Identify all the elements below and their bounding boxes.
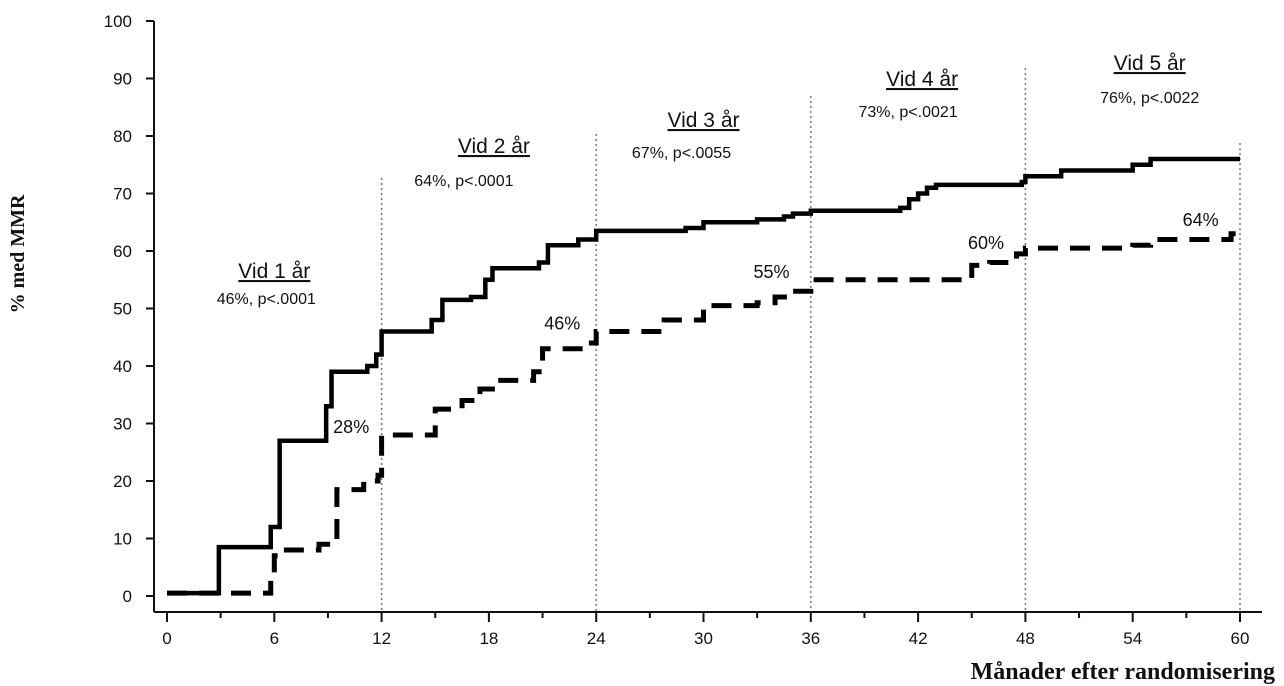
y-tick-label: 60	[113, 242, 132, 261]
dashed-series-label: 46%	[544, 314, 580, 334]
x-tick-label: 42	[909, 629, 928, 648]
solid-series-line	[167, 156, 1240, 596]
period-title: Vid 3 år	[668, 109, 740, 132]
dashed-series-label: 64%	[1183, 210, 1219, 230]
period-stat: 73%, p<.0021	[858, 104, 957, 121]
axes	[153, 21, 1262, 613]
y-axis-ticks: 0 10 20 30 40 50 60 70 80 90 100	[104, 12, 154, 606]
x-axis-ticks: 0 6 12 18 24 30 36 42 48 54 60	[162, 612, 1249, 648]
y-tick-label: 30	[113, 415, 132, 434]
x-tick-label: 0	[162, 629, 171, 648]
period-title: Vid 5 år	[1114, 52, 1186, 75]
period-title: Vid 4 år	[886, 68, 958, 91]
x-axis-title: Månader efter randomisering	[971, 659, 1275, 685]
y-tick-label: 10	[113, 530, 132, 549]
x-tick-label: 12	[372, 629, 391, 648]
y-tick-label: 40	[113, 357, 132, 376]
x-tick-label: 36	[801, 629, 820, 648]
series-lines	[167, 156, 1243, 596]
x-tick-label: 6	[270, 629, 279, 648]
dashed-series-label: 28%	[333, 417, 369, 437]
y-tick-label: 0	[123, 587, 132, 606]
y-tick-label: 20	[113, 472, 132, 491]
x-tick-label: 24	[587, 629, 606, 648]
period-title: Vid 1 år	[238, 260, 310, 283]
vertical-gridlines	[380, 68, 1241, 612]
period-stat: 46%, p<.0001	[217, 291, 316, 308]
y-tick-label: 70	[113, 185, 132, 204]
dashed-series-label: 60%	[968, 233, 1004, 253]
period-stat: 64%, p<.0001	[414, 173, 513, 190]
y-tick-label: 90	[113, 70, 132, 89]
x-tick-label: 18	[479, 629, 498, 648]
period-stat: 76%, p<.0022	[1100, 90, 1199, 107]
y-tick-label: 50	[113, 300, 132, 319]
period-stat: 67%, p<.0055	[632, 145, 731, 162]
y-tick-label: 100	[104, 12, 132, 31]
y-axis-title: % med MMR	[7, 194, 29, 313]
y-tick-label: 80	[113, 127, 132, 146]
dashed-series-labels: 28% 46% 55% 60% 64%	[333, 210, 1218, 437]
x-tick-label: 48	[1016, 629, 1035, 648]
period-title: Vid 2 år	[458, 135, 530, 158]
dashed-series-label: 55%	[753, 262, 789, 282]
period-annotations: Vid 1 år 46%, p<.0001 Vid 2 år 64%, p<.0001…	[217, 52, 1200, 308]
x-tick-label: 30	[694, 629, 713, 648]
x-tick-label: 54	[1123, 629, 1142, 648]
x-tick-label: 60	[1231, 629, 1250, 648]
